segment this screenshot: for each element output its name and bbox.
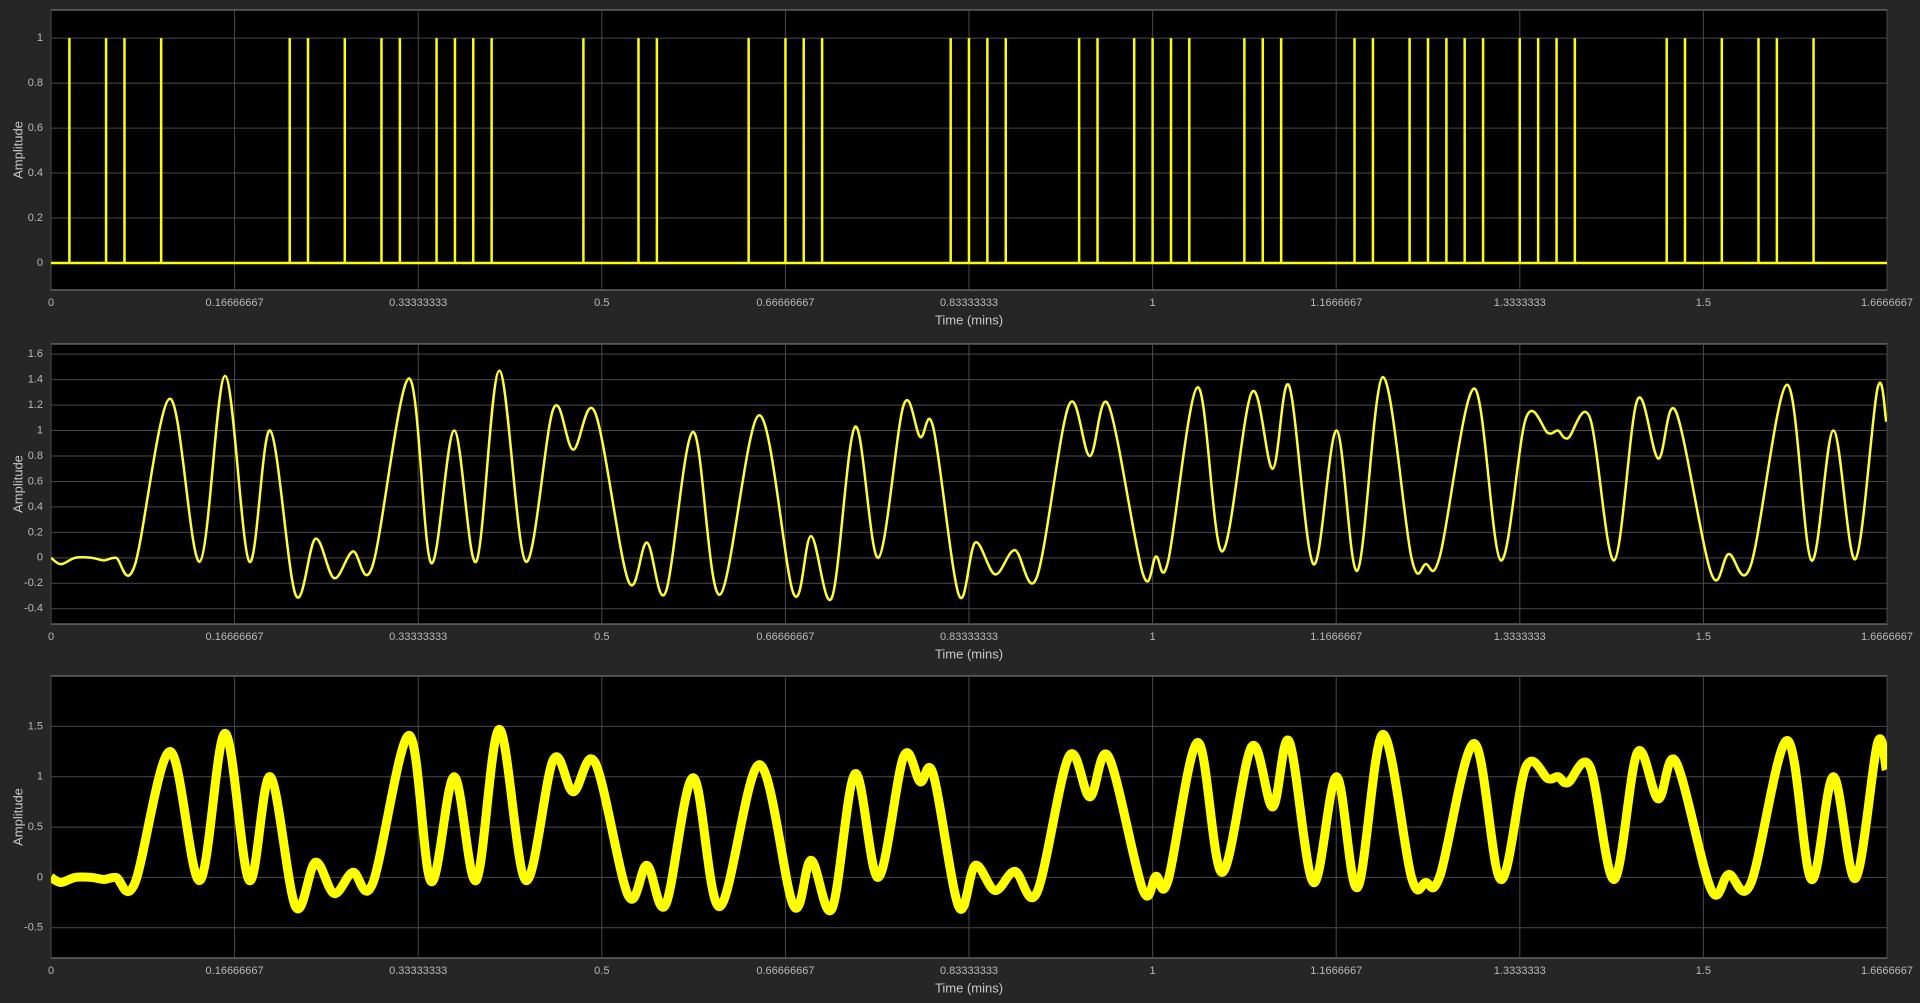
y-tick-label: -0.5 [24, 922, 43, 934]
y-axis-label: Amplitude [10, 455, 25, 513]
signal-line [51, 724, 1887, 916]
x-tick-label: 1.3333333 [1494, 965, 1546, 977]
subplot: 0 0.16666667 0.33333333 0.5 0.66666667 0.8333… [10, 9, 1913, 327]
x-tick-label: 1.1666667 [1310, 297, 1362, 309]
y-tick-label: 0.2 [28, 212, 43, 224]
y-tick-label: 0 [37, 257, 43, 269]
x-tick-label: 1.5 [1696, 965, 1711, 977]
x-tick-label: 0.16666667 [206, 965, 264, 977]
y-axis-label: Amplitude [10, 788, 25, 846]
x-axis-label: Time (mins) [935, 646, 1003, 661]
subplot: 0 0.16666667 0.33333333 0.5 0.66666667 0.8333… [10, 343, 1913, 661]
x-tick-label: 1 [1150, 631, 1156, 643]
x-tick-label: 0 [48, 297, 54, 309]
y-tick-label: 0.4 [28, 167, 43, 179]
x-tick-label: 0.33333333 [389, 631, 447, 643]
y-tick-label: 1.4 [28, 374, 43, 386]
y-tick-label: 1 [37, 424, 43, 436]
x-tick-label: 0.83333333 [940, 965, 998, 977]
y-tick-label: 1.5 [28, 720, 43, 732]
x-tick-label: 1.5 [1696, 631, 1711, 643]
y-tick-label: 0 [37, 871, 43, 883]
x-tick-label: 1.6666667 [1861, 965, 1913, 977]
y-tick-label: 0 [37, 552, 43, 564]
y-tick-label: 1.6 [28, 348, 43, 360]
y-tick-label: 0.4 [28, 501, 43, 513]
y-tick-label: 0.6 [28, 122, 43, 134]
x-tick-label: 1.6666667 [1861, 631, 1913, 643]
y-tick-label: 0.6 [28, 475, 43, 487]
y-tick-label: 1 [37, 32, 43, 44]
x-tick-label: 1 [1150, 965, 1156, 977]
x-tick-label: 0.83333333 [940, 297, 998, 309]
x-tick-label: 0.83333333 [940, 631, 998, 643]
y-tick-label: -0.4 [24, 603, 43, 615]
x-tick-label: 0.66666667 [756, 297, 814, 309]
plot-marks [51, 369, 1887, 602]
x-tick-label: 0.5 [594, 631, 609, 643]
x-tick-label: 1.5 [1696, 297, 1711, 309]
x-tick-label: 1.6666667 [1861, 297, 1913, 309]
y-tick-label: 0.8 [28, 77, 43, 89]
x-tick-label: 1 [1150, 297, 1156, 309]
y-tick-label: 0.8 [28, 450, 43, 462]
plot-marks [51, 724, 1887, 916]
x-tick-label: 0.33333333 [389, 965, 447, 977]
signal-line [51, 369, 1887, 602]
y-tick-label: 0.5 [28, 821, 43, 833]
plot-marks [51, 38, 1887, 265]
x-tick-label: 0.66666667 [756, 965, 814, 977]
x-tick-label: 0.5 [594, 297, 609, 309]
x-tick-label: 0 [48, 631, 54, 643]
y-tick-label: -0.2 [24, 577, 43, 589]
y-axis-label: Amplitude [10, 121, 25, 179]
y-tick-label: 1 [37, 771, 43, 783]
x-tick-label: 0.33333333 [389, 297, 447, 309]
x-tick-label: 1.1666667 [1310, 965, 1362, 977]
x-tick-label: 0.16666667 [206, 631, 264, 643]
x-tick-label: 0.16666667 [206, 297, 264, 309]
y-tick-label: 1.2 [28, 399, 43, 411]
x-tick-label: 0.5 [594, 965, 609, 977]
subplot: 0 0.16666667 0.33333333 0.5 0.66666667 0.8333… [10, 675, 1913, 995]
x-tick-label: 0.66666667 [756, 631, 814, 643]
x-axis-label: Time (mins) [935, 312, 1003, 327]
x-tick-label: 0 [48, 965, 54, 977]
x-tick-label: 1.1666667 [1310, 631, 1362, 643]
y-tick-label: 0.2 [28, 526, 43, 538]
x-tick-label: 1.3333333 [1494, 297, 1546, 309]
x-axis-label: Time (mins) [935, 980, 1003, 995]
x-tick-label: 1.3333333 [1494, 631, 1546, 643]
